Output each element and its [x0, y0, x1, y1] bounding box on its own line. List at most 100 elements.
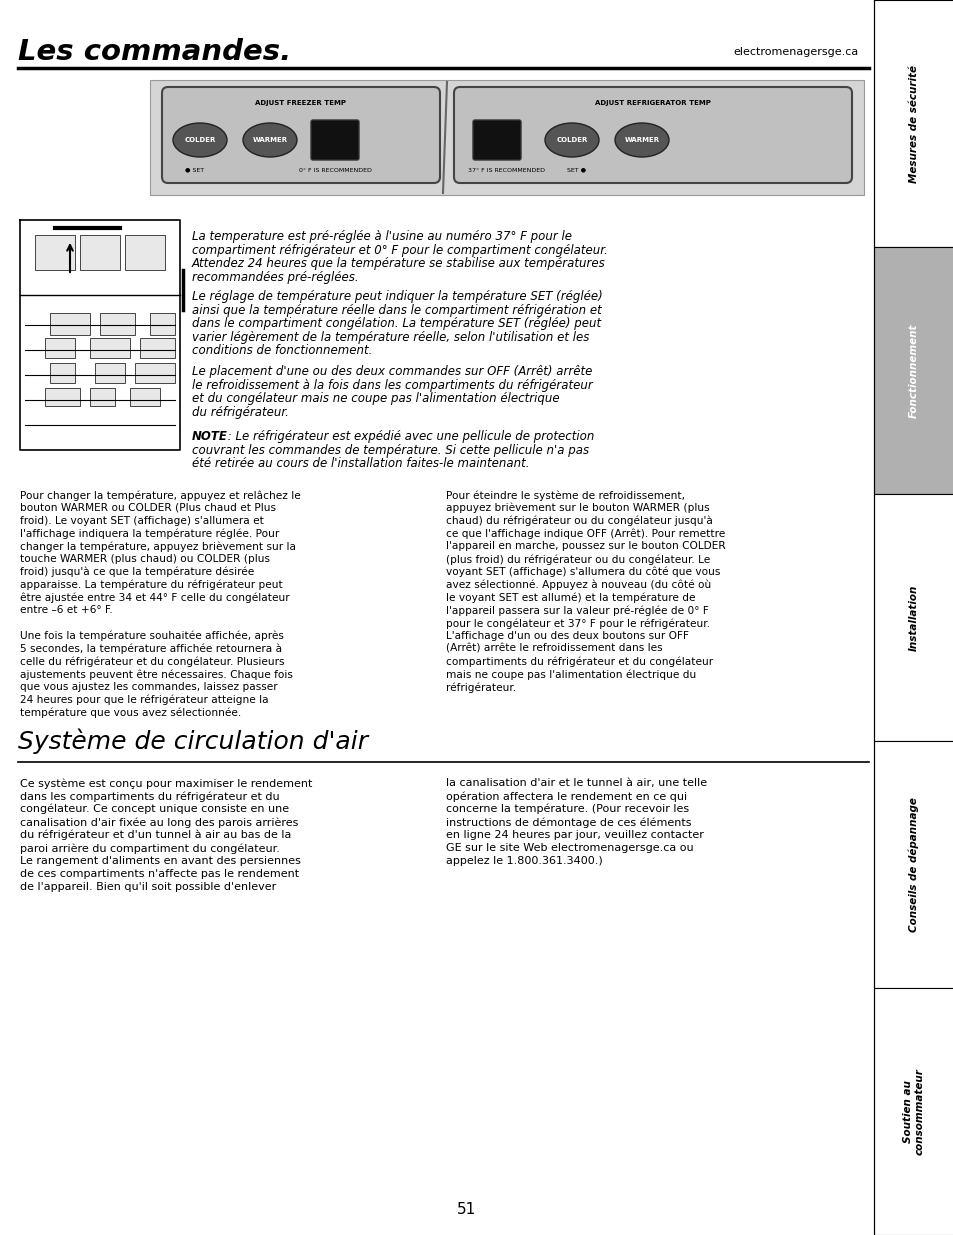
Text: Pour éteindre le système de refroidissement,: Pour éteindre le système de refroidissem…	[446, 490, 684, 500]
Bar	[50, 312, 90, 335]
Text: ADJUST FREEZER TEMP: ADJUST FREEZER TEMP	[255, 100, 346, 106]
FancyBboxPatch shape	[311, 120, 358, 161]
Text: Les commandes.: Les commandes.	[18, 38, 291, 65]
Text: Le réglage de température peut indiquer la température SET (réglée): Le réglage de température peut indiquer …	[192, 290, 602, 303]
Text: changer la température, appuyez brièvement sur la: changer la température, appuyez brièveme…	[20, 541, 295, 552]
Text: 24 heures pour que le réfrigérateur atteigne la: 24 heures pour que le réfrigérateur atte…	[20, 695, 269, 705]
Text: entre –6 et +6° F.: entre –6 et +6° F.	[20, 605, 112, 615]
Text: instructions de démontage de ces éléments: instructions de démontage de ces élément…	[446, 818, 691, 827]
Bar	[140, 338, 174, 358]
Text: être ajustée entre 34 et 44° F celle du congélateur: être ajustée entre 34 et 44° F celle du …	[20, 593, 290, 603]
Text: de l'appareil. Bien qu'il soit possible d'enlever: de l'appareil. Bien qu'il soit possible …	[20, 882, 276, 892]
Text: dans le compartiment congélation. La température SET (réglée) peut: dans le compartiment congélation. La tem…	[192, 317, 600, 330]
Text: Une fois la température souhaitée affichée, après: Une fois la température souhaitée affich…	[20, 631, 284, 641]
Text: ainsi que la température réelle dans le compartiment réfrigération et: ainsi que la température réelle dans le …	[192, 304, 601, 316]
Bar	[873, 0, 953, 247]
Text: Le rangement d'aliments en avant des persiennes: Le rangement d'aliments en avant des per…	[20, 856, 300, 866]
Bar	[130, 388, 160, 406]
FancyBboxPatch shape	[454, 86, 851, 183]
Text: l'appareil passera sur la valeur pré-réglée de 0° F: l'appareil passera sur la valeur pré-rég…	[446, 605, 708, 616]
FancyBboxPatch shape	[162, 86, 439, 183]
Text: que vous ajustez les commandes, laissez passer: que vous ajustez les commandes, laissez …	[20, 682, 277, 692]
Bar	[90, 338, 130, 358]
Text: température que vous avez sélectionnée.: température que vous avez sélectionnée.	[20, 708, 241, 718]
Bar	[873, 247, 953, 494]
Bar	[150, 312, 174, 335]
Text: canalisation d'air fixée au long des parois arrières: canalisation d'air fixée au long des par…	[20, 818, 298, 827]
Bar	[50, 363, 75, 383]
Text: et du congélateur mais ne coupe pas l'alimentation électrique: et du congélateur mais ne coupe pas l'al…	[192, 391, 559, 405]
Text: 0° F IS RECOMMENDED: 0° F IS RECOMMENDED	[298, 168, 371, 173]
Text: Attendez 24 heures que la température se stabilise aux températures: Attendez 24 heures que la température se…	[192, 257, 605, 270]
Text: pour le congélateur et 37° F pour le réfrigérateur.: pour le congélateur et 37° F pour le réf…	[446, 618, 709, 629]
Text: SET ●: SET ●	[567, 168, 586, 173]
Text: concerne la température. (Pour recevoir les: concerne la température. (Pour recevoir …	[446, 804, 688, 815]
Bar	[100, 312, 135, 335]
Text: froid). Le voyant SET (affichage) s'allumera et: froid). Le voyant SET (affichage) s'allu…	[20, 515, 264, 526]
Text: Pour changer la température, appuyez et relâchez le: Pour changer la température, appuyez et …	[20, 490, 300, 500]
Text: varier légèrement de la température réelle, selon l'utilisation et les: varier légèrement de la température réel…	[192, 331, 589, 343]
Text: Système de circulation d'air: Système de circulation d'air	[18, 727, 368, 753]
Bar	[45, 388, 80, 406]
Text: dans les compartiments du réfrigérateur et du: dans les compartiments du réfrigérateur …	[20, 790, 279, 802]
Text: : Le réfrigérateur est expédié avec une pellicule de protection: : Le réfrigérateur est expédié avec une …	[224, 430, 594, 443]
Ellipse shape	[243, 124, 296, 157]
Text: 51: 51	[456, 1203, 476, 1218]
Text: La temperature est pré-réglée à l'usine au numéro 37° F pour le: La temperature est pré-réglée à l'usine …	[192, 230, 572, 243]
Text: (Arrêt) arrête le refroidissement dans les: (Arrêt) arrête le refroidissement dans l…	[446, 643, 662, 653]
Text: compartiment réfrigérateur et 0° F pour le compartiment congélateur.: compartiment réfrigérateur et 0° F pour …	[192, 243, 607, 257]
Ellipse shape	[172, 124, 227, 157]
Text: paroi arrière du compartiment du congélateur.: paroi arrière du compartiment du congéla…	[20, 844, 279, 853]
Text: electromenagersge.ca: electromenagersge.ca	[733, 47, 858, 57]
Text: GE sur le site Web electromenagersge.ca ou: GE sur le site Web electromenagersge.ca …	[446, 844, 693, 853]
Text: Installation: Installation	[908, 584, 918, 651]
Text: apparaisse. La température du réfrigérateur peut: apparaisse. La température du réfrigérat…	[20, 579, 282, 590]
Bar	[873, 494, 953, 741]
Text: COLDER: COLDER	[556, 137, 587, 143]
Text: la canalisation d'air et le tunnel à air, une telle: la canalisation d'air et le tunnel à air…	[446, 778, 706, 788]
Bar	[873, 741, 953, 988]
FancyBboxPatch shape	[473, 120, 520, 161]
Ellipse shape	[615, 124, 668, 157]
Text: chaud) du réfrigérateur ou du congélateur jusqu'à: chaud) du réfrigérateur ou du congélateu…	[446, 515, 712, 526]
Text: ● SET: ● SET	[185, 168, 204, 173]
Text: l'appareil en marche, poussez sur le bouton COLDER: l'appareil en marche, poussez sur le bou…	[446, 541, 725, 551]
Text: WARMER: WARMER	[624, 137, 659, 143]
Text: en ligne 24 heures par jour, veuillez contacter: en ligne 24 heures par jour, veuillez co…	[446, 830, 703, 840]
Text: Ce système est conçu pour maximiser le rendement: Ce système est conçu pour maximiser le r…	[20, 778, 312, 788]
Text: ce que l'affichage indique OFF (Arrêt). Pour remettre: ce que l'affichage indique OFF (Arrêt). …	[446, 529, 724, 538]
Text: touche WARMER (plus chaud) ou COLDER (plus: touche WARMER (plus chaud) ou COLDER (pl…	[20, 555, 270, 564]
Text: ajustements peuvent être nécessaires. Chaque fois: ajustements peuvent être nécessaires. Ch…	[20, 669, 293, 679]
Text: bouton WARMER ou COLDER (Plus chaud et Plus: bouton WARMER ou COLDER (Plus chaud et P…	[20, 503, 275, 513]
Text: COLDER: COLDER	[184, 137, 215, 143]
Text: mais ne coupe pas l'alimentation électrique du: mais ne coupe pas l'alimentation électri…	[446, 669, 696, 679]
Text: 37° F IS RECOMMENDED: 37° F IS RECOMMENDED	[468, 168, 545, 173]
Bar	[35, 235, 75, 270]
Text: avez sélectionné. Appuyez à nouveau (du côté où: avez sélectionné. Appuyez à nouveau (du …	[446, 579, 711, 590]
Bar	[135, 363, 174, 383]
Text: l'affichage indiquera la température réglée. Pour: l'affichage indiquera la température rég…	[20, 529, 279, 538]
Text: du réfrigérateur et d'un tunnel à air au bas de la: du réfrigérateur et d'un tunnel à air au…	[20, 830, 291, 841]
Text: réfrigérateur.: réfrigérateur.	[446, 682, 516, 693]
Text: le refroidissement à la fois dans les compartiments du réfrigérateur: le refroidissement à la fois dans les co…	[192, 378, 592, 391]
Text: congélateur. Ce concept unique consiste en une: congélateur. Ce concept unique consiste …	[20, 804, 289, 815]
Text: ADJUST REFRIGERATOR TEMP: ADJUST REFRIGERATOR TEMP	[595, 100, 710, 106]
Text: compartiments du réfrigérateur et du congélateur: compartiments du réfrigérateur et du con…	[446, 656, 713, 667]
Text: Mesures de sécurité: Mesures de sécurité	[908, 64, 918, 183]
Text: voyant SET (affichage) s'allumera du côté que vous: voyant SET (affichage) s'allumera du côt…	[446, 567, 720, 577]
Text: WARMER: WARMER	[253, 137, 287, 143]
Text: couvrant les commandes de température. Si cette pellicule n'a pas: couvrant les commandes de température. S…	[192, 443, 589, 457]
Bar	[80, 235, 120, 270]
Text: Le placement d'une ou des deux commandes sur OFF (Arrêt) arrête: Le placement d'une ou des deux commandes…	[192, 366, 592, 378]
Text: le voyant SET est allumé) et la température de: le voyant SET est allumé) et la températ…	[446, 593, 695, 603]
Bar	[90, 388, 115, 406]
Text: celle du réfrigérateur et du congélateur. Plusieurs: celle du réfrigérateur et du congélateur…	[20, 656, 284, 667]
Text: Fonctionnement: Fonctionnement	[908, 324, 918, 417]
Text: opération affectera le rendement en ce qui: opération affectera le rendement en ce q…	[446, 790, 686, 802]
Text: du réfrigérateur.: du réfrigérateur.	[192, 405, 289, 419]
Text: 5 secondes, la température affichée retournera à: 5 secondes, la température affichée reto…	[20, 643, 282, 655]
Text: de ces compartiments n'affecte pas le rendement: de ces compartiments n'affecte pas le re…	[20, 869, 299, 879]
Bar	[150, 80, 863, 195]
Bar	[873, 988, 953, 1235]
Text: conditions de fonctionnement.: conditions de fonctionnement.	[192, 345, 372, 357]
